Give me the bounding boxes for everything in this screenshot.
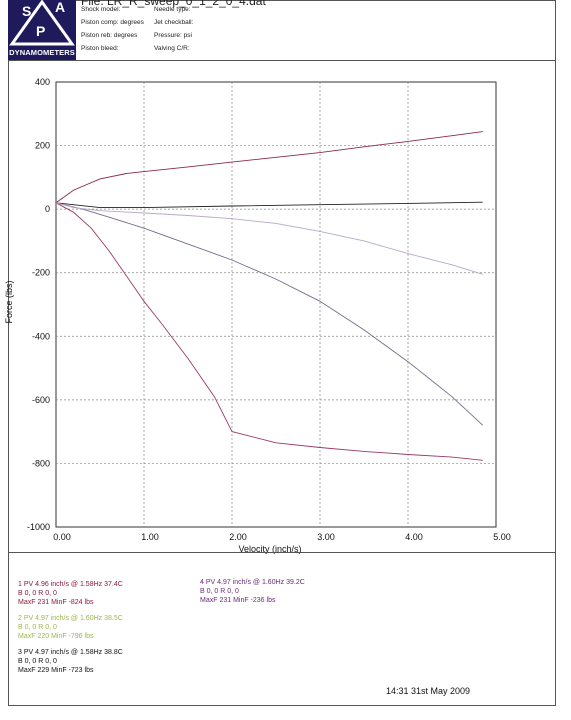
y-tick-label: 400 — [35, 77, 50, 87]
legend-entry-1: 1 PV 4.96 inch/s @ 1.58Hz 37.4C B 0, 0 R… — [18, 580, 123, 607]
field-piston-reb: Piston reb: degrees — [81, 32, 138, 39]
spa-logo: S P A DYNAMOMETERS — [8, 0, 76, 60]
legend-entry-3: 3 PV 4.97 inch/s @ 1.58Hz 38.8C B 0, 0 R… — [18, 648, 123, 675]
logo-letter-p: P — [36, 23, 45, 39]
field-needle-type: Needle type: — [154, 6, 191, 13]
series-line-5 — [55, 202, 483, 275]
legend-1-line3: MaxF 231 MinF -824 lbs — [18, 599, 94, 606]
field-jet-checkball: Jet checkball: — [154, 19, 194, 26]
y-tick-label: 200 — [35, 141, 50, 151]
report-header: S P A DYNAMOMETERS File: LR_R_sweep_0_1_… — [8, 0, 556, 61]
logo-triangle-icon: S P A — [9, 0, 75, 46]
y-tick-label: -1000 — [27, 522, 50, 532]
x-tick-label: 3.00 — [317, 532, 335, 542]
x-tick-label: 4.00 — [405, 532, 423, 542]
x-axis-label: Velocity (inch/s) — [238, 544, 301, 554]
logo-letter-a: A — [55, 0, 65, 15]
legend-2-line3: MaxF 220 MinF -796 lbs — [18, 633, 94, 640]
legend-2-line2: B 0, 0 R 0, 0 — [18, 624, 57, 631]
field-valving-cr: Valving C/R: — [154, 45, 190, 52]
y-tick-label: -200 — [32, 268, 50, 278]
legend-4-line2: B 0, 0 R 0, 0 — [200, 588, 239, 595]
legend-entry-2: 2 PV 4.97 inch/s @ 1.60Hz 38.5C B 0, 0 R… — [18, 614, 123, 641]
x-tick-label: 5.00 — [493, 532, 511, 542]
legend-2-line1: 2 PV 4.97 inch/s @ 1.60Hz 38.5C — [18, 615, 123, 622]
legend-1-line2: B 0, 0 R 0, 0 — [18, 590, 57, 597]
legend-separator — [8, 552, 556, 553]
legend-entry-4: 4 PV 4.97 inch/s @ 1.60Hz 39.2C B 0, 0 R… — [200, 578, 305, 605]
series-line-4 — [55, 202, 484, 426]
y-tick-label: -600 — [32, 395, 50, 405]
report-datetime: 14:31 31st May 2009 — [386, 686, 471, 696]
x-tick-label: 2.00 — [229, 532, 247, 542]
legend-3-line2: B 0, 0 R 0, 0 — [18, 658, 57, 665]
series-line-2 — [55, 202, 483, 461]
y-tick-label: 0 — [45, 204, 50, 214]
y-tick-label: -800 — [32, 458, 50, 468]
x-tick-label: 1.00 — [141, 532, 159, 542]
logo-wordmark: DYNAMOMETERS — [9, 48, 75, 57]
legend-3-line1: 3 PV 4.97 inch/s @ 1.58Hz 38.8C — [18, 649, 123, 656]
field-piston-comp: Piston comp: degrees — [81, 19, 144, 26]
y-tick-label: -400 — [32, 331, 50, 341]
logo-letter-s: S — [22, 3, 31, 19]
chart-ticks: 0.00 1.00 2.00 3.00 4.00 5.00 400 200 0 -200 -400 -… — [27, 77, 511, 542]
legend-3-line3: MaxF 229 MinF -723 lbs — [18, 667, 94, 674]
y-axis-label: Force (lbs) — [4, 280, 14, 323]
field-shock-model: Shock model: — [81, 6, 121, 13]
file-title: File: LR_R_sweep_0_1_2_0_4.dat — [81, 0, 266, 8]
field-piston-bleed: Piston bleed: — [81, 45, 119, 52]
chart-series — [55, 131, 484, 461]
page-frame — [8, 0, 556, 706]
force-velocity-chart: 0.00 1.00 2.00 3.00 4.00 5.00 400 200 0 -200 -400 -… — [4, 77, 511, 554]
legend-4-line1: 4 PV 4.97 inch/s @ 1.60Hz 39.2C — [200, 579, 305, 586]
series-line-1 — [55, 131, 483, 204]
series-line-3 — [55, 201, 483, 209]
plot-area-border — [55, 81, 497, 528]
legend-1-line1: 1 PV 4.96 inch/s @ 1.58Hz 37.4C — [18, 581, 123, 588]
x-tick-label: 0.00 — [53, 532, 71, 542]
legend-4-line3: MaxF 231 MinF -236 lbs — [200, 597, 276, 604]
chart-grid — [55, 81, 497, 528]
field-pressure: Pressure: psi — [154, 32, 192, 39]
